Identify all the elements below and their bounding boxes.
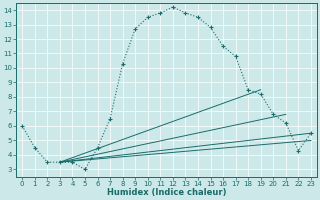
X-axis label: Humidex (Indice chaleur): Humidex (Indice chaleur): [107, 188, 226, 197]
